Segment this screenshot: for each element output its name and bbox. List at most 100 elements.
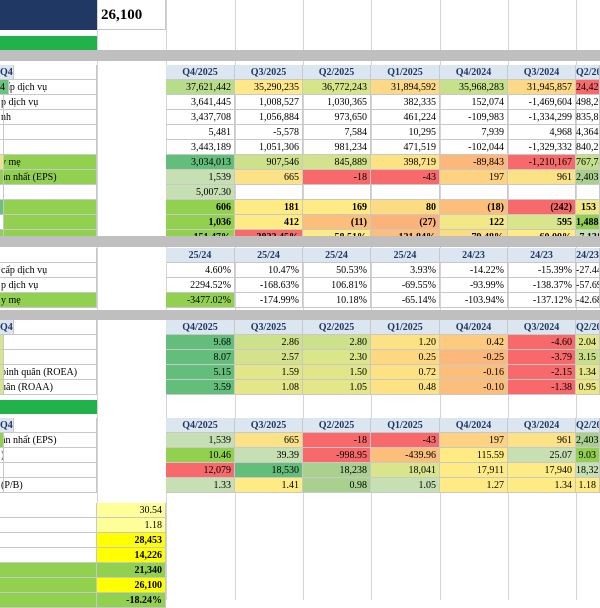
column-header[interactable]: Q4/2025 [166,320,235,335]
data-cell[interactable]: -43 [371,433,440,448]
data-cell[interactable]: 1.08 [235,380,303,395]
data-cell[interactable]: 2,403 [576,433,600,448]
data-cell[interactable]: 835,868 [576,110,600,125]
data-cell[interactable]: -14.22% [440,263,508,278]
row-label[interactable] [0,463,97,478]
data-cell[interactable] [0,478,4,493]
data-cell[interactable]: 606 [166,200,235,215]
data-cell[interactable]: 10,295 [371,125,440,140]
data-cell[interactable]: -3477.02% [166,293,235,308]
column-header[interactable]: Q3/2025 [235,418,303,433]
data-cell[interactable]: 0.25 [371,350,440,365]
data-cell[interactable] [0,335,4,350]
data-cell[interactable]: -1,334,299 [508,110,576,125]
data-cell[interactable]: 0.72 [371,365,440,380]
data-cell[interactable]: -174.99% [235,293,303,308]
data-cell[interactable]: 1.34 [576,365,600,380]
data-cell[interactable]: 4 [0,80,9,95]
data-cell[interactable]: 18,530 [235,463,303,478]
row-label[interactable]: (P/B) [0,478,97,493]
data-cell[interactable]: 471,519 [371,140,440,155]
data-cell[interactable]: 1,051,306 [235,140,303,155]
data-cell[interactable] [508,185,576,200]
data-cell[interactable]: 2.86 [235,335,303,350]
data-cell[interactable]: 0.95 [576,380,600,395]
data-cell[interactable]: 36,772,243 [303,80,371,95]
row-label[interactable]: y mẹ [0,155,97,170]
header-label-cell[interactable] [0,65,97,80]
column-header[interactable]: 25/24 [235,248,303,263]
data-cell[interactable]: -43 [371,170,440,185]
data-cell[interactable]: 5,481 [166,125,235,140]
data-cell[interactable]: -1,210,167 [508,155,576,170]
data-cell[interactable]: 31,894,592 [371,80,440,95]
data-cell[interactable]: 35,968,283 [440,80,508,95]
data-cell[interactable]: (27) [371,215,440,230]
data-cell[interactable]: 412 [235,215,303,230]
data-cell[interactable]: -18 [303,170,371,185]
row-label[interactable] [0,200,97,215]
data-cell[interactable]: 18,238 [303,463,371,478]
data-cell[interactable]: 5.15 [166,365,235,380]
row-label[interactable] [0,140,97,155]
data-cell[interactable]: -168.63% [235,278,303,293]
row-label[interactable] [0,215,97,230]
data-cell[interactable] [235,185,303,200]
data-cell[interactable]: 122 [440,215,508,230]
data-cell[interactable]: (11) [303,215,371,230]
row-label[interactable]: cấp dịch vụ [0,80,97,95]
data-cell[interactable]: 10.47% [235,263,303,278]
data-cell[interactable]: 0.98 [303,478,371,493]
column-header[interactable]: Q1/2025 [371,418,440,433]
data-cell[interactable] [0,185,4,200]
data-cell[interactable]: 1.33 [166,478,235,493]
column-header[interactable]: Q1/2025 [371,320,440,335]
data-cell[interactable]: -27.44% [576,263,600,278]
data-cell[interactable] [0,380,4,395]
column-header[interactable]: Q4/2024 [440,320,508,335]
data-cell[interactable]: -439.96 [371,448,440,463]
row-label[interactable]: ần nhất (EPS) [0,170,97,185]
data-cell[interactable]: 24,428,608 [576,80,600,95]
data-cell[interactable]: -5,578 [235,125,303,140]
data-cell[interactable]: 197 [440,433,508,448]
row-label[interactable]: p dịch vụ [0,95,97,110]
data-cell[interactable]: 50.53% [303,263,371,278]
data-cell[interactable]: -57.69% [576,278,600,293]
data-cell[interactable]: 398,719 [371,155,440,170]
data-cell[interactable]: 1.18 [576,478,600,493]
row-label[interactable]: nh [0,110,97,125]
data-cell[interactable]: -137.12% [508,293,576,308]
row-label[interactable]: oinh quân (ROEA) [0,365,97,380]
data-cell[interactable] [0,365,4,380]
row-label[interactable]: p dịch vụ [0,278,97,293]
row-label[interactable] [0,350,97,365]
data-cell[interactable] [0,140,4,155]
column-header[interactable]: 25/24 [371,248,440,263]
data-cell[interactable]: 18,041 [371,463,440,478]
row-label[interactable] [0,185,97,200]
data-cell[interactable]: 1,036 [166,215,235,230]
data-cell[interactable]: -0.16 [440,365,508,380]
data-cell[interactable]: 197 [440,170,508,185]
data-cell[interactable]: 595 [508,215,576,230]
data-cell[interactable]: 961 [508,433,576,448]
data-cell[interactable]: 1.20 [371,335,440,350]
data-cell[interactable]: -102,044 [440,140,508,155]
data-cell[interactable]: 169 [303,200,371,215]
data-cell[interactable] [0,215,4,230]
data-cell[interactable]: 152,074 [440,95,508,110]
data-cell[interactable]: 4.60% [166,263,235,278]
top-price-cell[interactable]: 26,100 [97,0,166,30]
data-cell[interactable]: 2294.52% [166,278,235,293]
data-cell[interactable] [0,433,4,448]
data-cell[interactable]: (18) [440,200,508,215]
column-header[interactable]: Q4/2024 [440,65,508,80]
column-header[interactable]: 25/24 [303,248,371,263]
data-cell[interactable]: 106.81% [303,278,371,293]
data-cell[interactable]: 3,437,708 [166,110,235,125]
data-cell[interactable] [0,110,4,125]
data-cell[interactable]: 1.05 [303,380,371,395]
data-cell[interactable]: 461,224 [371,110,440,125]
data-cell[interactable]: 665 [235,433,303,448]
